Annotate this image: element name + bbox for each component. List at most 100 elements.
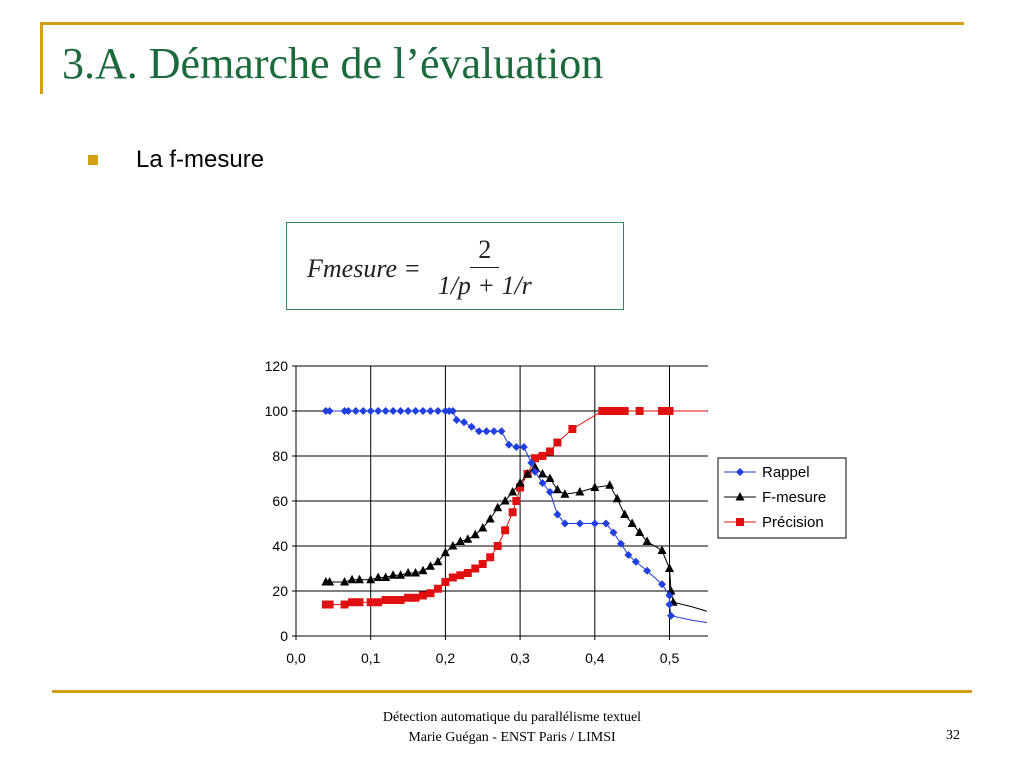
x-tick-label: 0,2 (436, 650, 456, 666)
data-point-pr-cision (411, 593, 420, 602)
data-point-f-mesure (403, 568, 413, 577)
data-point-rappel (624, 551, 633, 559)
data-point-f-mesure (560, 489, 570, 498)
data-point-f-mesure (665, 563, 674, 572)
data-point-f-mesure (612, 493, 622, 503)
data-point-rappel (575, 519, 584, 528)
data-point-f-mesure (500, 496, 510, 505)
data-point-pr-cision (471, 564, 480, 573)
data-point-pr-cision (340, 600, 349, 609)
x-tick-label: 0,0 (286, 650, 306, 666)
data-point-rappel (643, 566, 652, 575)
data-point-f-mesure (657, 545, 667, 554)
data-point-pr-cision (389, 596, 398, 604)
data-point-rappel (381, 407, 390, 415)
data-point-rappel (658, 580, 667, 589)
data-point-f-mesure (552, 484, 562, 494)
data-point-rappel (433, 407, 442, 415)
data-point-pr-cision (493, 542, 502, 550)
data-point-rappel (538, 479, 547, 487)
data-point-pr-cision (463, 569, 472, 577)
data-point-rappel (351, 407, 360, 415)
data-point-f-mesure (381, 572, 391, 581)
data-point-pr-cision (598, 407, 607, 415)
formula-box: Fmesure = 2 1/p + 1/r (286, 222, 624, 310)
data-point-f-mesure (605, 480, 615, 489)
data-point-pr-cision (441, 578, 450, 586)
data-point-rappel (482, 427, 491, 436)
data-point-f-mesure (388, 570, 398, 579)
x-tick-label: 0,5 (660, 650, 680, 666)
footer-line-2: Marie Guégan - ENST Paris / LIMSI (408, 730, 616, 745)
data-point-f-mesure (354, 574, 364, 584)
data-point-f-mesure (347, 574, 357, 584)
bullet-item: La f-mesure (88, 146, 264, 174)
data-point-pr-cision (568, 425, 577, 433)
data-point-f-mesure (411, 568, 421, 577)
data-point-rappel (467, 422, 476, 431)
data-point-pr-cision (613, 407, 622, 415)
bullet-text: La f-mesure (136, 146, 265, 173)
x-tick-label: 0,3 (510, 650, 530, 666)
data-point-pr-cision (531, 454, 540, 463)
data-point-pr-cision (325, 600, 334, 609)
data-point-rappel (344, 407, 353, 415)
data-point-pr-cision (418, 591, 427, 600)
data-point-rappel (497, 427, 506, 436)
data-point-pr-cision (433, 584, 442, 593)
formula-denominator: 1/p + 1/r (437, 271, 532, 300)
data-point-rappel (519, 443, 528, 451)
data-point-pr-cision (605, 407, 614, 415)
data-point-f-mesure (575, 487, 585, 496)
data-point-f-mesure (470, 529, 480, 539)
data-point-f-mesure (523, 469, 533, 478)
formula-lhs: Fmesure (307, 253, 398, 283)
data-point-pr-cision (665, 407, 674, 415)
data-point-pr-cision (658, 407, 667, 415)
data-point-pr-cision (381, 596, 390, 604)
data-point-rappel (527, 458, 536, 467)
data-point-pr-cision (620, 407, 629, 415)
data-point-rappel (418, 407, 427, 415)
data-point-rappel (460, 418, 469, 427)
data-point-rappel (512, 443, 521, 451)
y-tick-label: 100 (265, 403, 289, 419)
data-point-f-mesure (325, 577, 335, 586)
data-point-rappel (609, 528, 618, 537)
data-point-f-mesure (440, 547, 450, 557)
data-point-rappel (452, 416, 461, 424)
data-point-rappel (404, 407, 413, 415)
data-point-f-mesure (448, 541, 458, 550)
footer: Détection automatique du parallélisme te… (0, 708, 1024, 748)
legend-label-f-mesure: F-mesure (762, 489, 826, 506)
data-point-pr-cision (404, 593, 413, 602)
data-point-pr-cision (516, 483, 525, 492)
data-point-f-mesure (545, 473, 555, 482)
data-point-rappel (531, 467, 540, 476)
data-point-pr-cision (478, 560, 487, 568)
data-point-rappel (325, 407, 334, 415)
title-frame-top (40, 22, 964, 25)
data-point-f-mesure (373, 572, 383, 581)
x-tick-label: 0,4 (585, 650, 605, 666)
data-point-f-mesure (590, 482, 600, 491)
data-point-pr-cision (545, 447, 554, 456)
data-point-pr-cision (508, 508, 517, 517)
data-point-f-mesure (642, 536, 652, 545)
data-point-pr-cision (635, 407, 644, 415)
data-point-rappel (616, 539, 625, 548)
footer-line-1: Détection automatique du parallélisme te… (382, 710, 642, 725)
data-point-rappel (631, 557, 640, 566)
data-point-f-mesure (635, 527, 645, 536)
legend-marker-rappel (736, 468, 744, 476)
data-point-f-mesure (620, 509, 630, 518)
data-point-pr-cision (538, 452, 547, 460)
legend-marker-pr-cision (736, 518, 744, 526)
formula-fraction: 2 1/p + 1/r (430, 233, 540, 304)
data-point-rappel (504, 440, 513, 449)
footer-divider (52, 690, 972, 693)
data-point-f-mesure (455, 536, 465, 545)
data-point-pr-cision (501, 526, 510, 535)
y-tick-label: 60 (272, 493, 288, 509)
data-point-rappel (389, 407, 398, 415)
